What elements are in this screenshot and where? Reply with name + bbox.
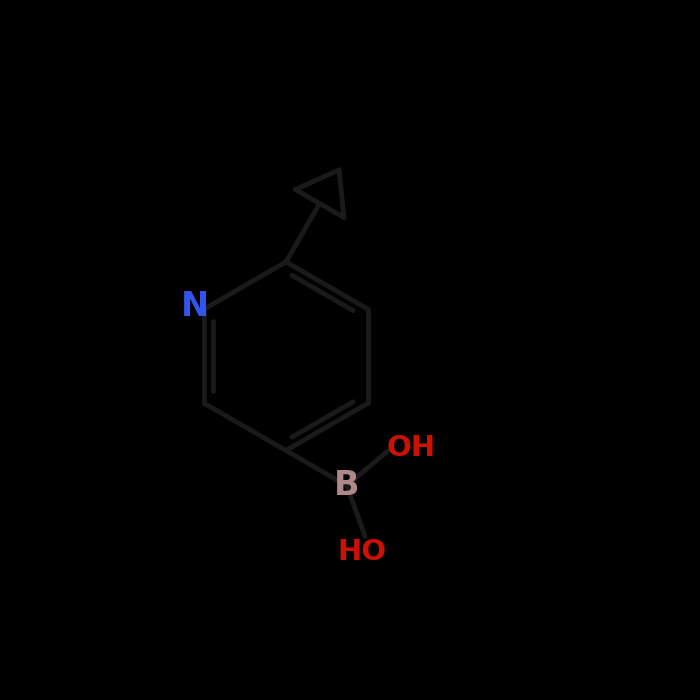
- Text: OH: OH: [386, 434, 435, 462]
- Text: N: N: [181, 290, 209, 323]
- Text: HO: HO: [338, 538, 387, 566]
- Text: B: B: [334, 469, 359, 502]
